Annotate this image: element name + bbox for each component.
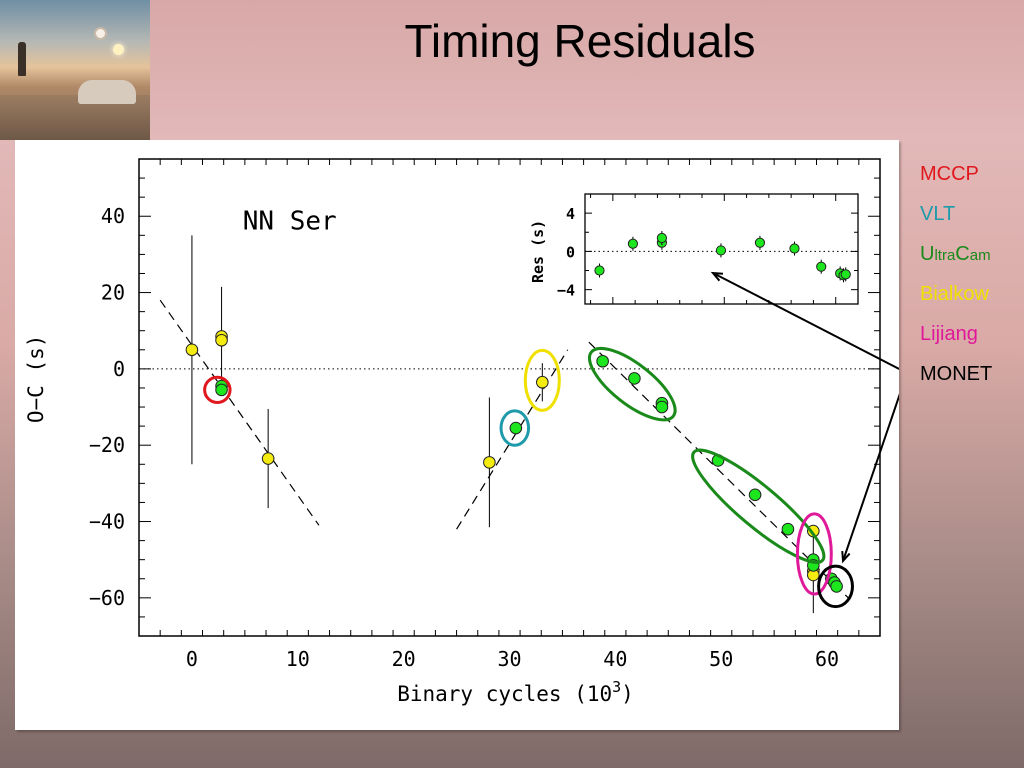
legend-item-monet: MONET: [920, 363, 993, 385]
y-tick-label: −40: [89, 510, 125, 534]
x-tick-label: 0: [186, 647, 198, 671]
person-figure-image: [18, 42, 26, 76]
slide-title: Timing Residuals: [404, 15, 756, 67]
data-point: [596, 354, 609, 368]
inset-y-tick-label: 0: [566, 243, 575, 261]
inset-data-point: [656, 232, 667, 244]
y-tick-label: −20: [89, 433, 125, 457]
inset-data-point: [627, 238, 639, 249]
inset-data-point: [594, 265, 605, 276]
legend-item-ultracam: UltraCam: [920, 240, 992, 280]
inset-data-point: [816, 261, 827, 272]
legend-ultracam-part: ltra: [934, 247, 956, 264]
data-point: [628, 372, 641, 385]
legend-item-vlt: VLT: [920, 203, 956, 225]
data-point: [830, 580, 843, 593]
y-tick-label: 20: [101, 281, 125, 305]
pointer-arrow: [842, 372, 908, 562]
legend-item-lijiang: Lijiang: [920, 323, 978, 345]
sun-image: [94, 27, 107, 40]
highlight-ellipse: [817, 564, 854, 609]
inset-y-tick-label: −4: [557, 282, 575, 300]
fit-line: [588, 341, 849, 599]
data-point: [655, 400, 669, 414]
x-tick-label: 10: [286, 647, 310, 671]
x-tick-label: 50: [709, 647, 733, 671]
highlight-ellipse: [795, 512, 833, 596]
highlight-ellipse: [691, 448, 826, 564]
data-point: [748, 488, 762, 502]
data-point: [483, 456, 496, 469]
legend-ultracam-part: C: [955, 243, 970, 265]
inset-y-axis-label: Res (s): [529, 220, 547, 283]
y-tick-label: 40: [101, 204, 125, 228]
inset-data-point: [754, 237, 766, 248]
inset-data-point: [840, 269, 851, 280]
y-axis-label: O−C (s): [24, 335, 48, 424]
plot-frame: [138, 158, 881, 637]
arrow-head: [841, 550, 851, 564]
data-point: [781, 522, 795, 536]
data-point: [509, 421, 523, 435]
x-tick-label: 40: [603, 647, 627, 671]
dome-building-image: [78, 80, 136, 104]
legend-ultracam-part: am: [969, 247, 991, 264]
arrow-head: [710, 271, 724, 282]
x-axis-label: Binary cycles (103): [397, 678, 634, 706]
inset-y-tick-label: 4: [566, 205, 575, 223]
photo-thumbnail: [0, 0, 150, 140]
fit-line: [456, 349, 569, 530]
y-tick-label: −60: [89, 586, 125, 610]
sun-image: [113, 44, 124, 55]
legend-item-bialkow: Bialkow: [920, 283, 989, 305]
x-tick-label: 60: [815, 647, 839, 671]
data-point: [215, 333, 228, 347]
x-tick-label: 20: [392, 647, 416, 671]
inset-data-point: [715, 245, 727, 256]
observatory-legend: MCCP VLT UltraCam Bialkow Lijiang MONET: [920, 160, 992, 400]
fit-line: [159, 299, 320, 526]
legend-ultracam-part: U: [920, 243, 935, 265]
x-tick-label: 30: [497, 647, 521, 671]
highlight-ellipse: [588, 346, 677, 422]
legend-item-mccp: MCCP: [920, 163, 979, 185]
y-tick-label: 0: [113, 357, 125, 381]
data-point: [261, 452, 275, 465]
data-point: [215, 383, 228, 397]
highlight-ellipse: [203, 375, 232, 404]
data-point: [536, 375, 549, 389]
plot-panel: 0 10 20 30 40 50 60 40 20 0 −20 −40 −60 Binary cycles…: [15, 140, 908, 730]
plot-annotation: NN Ser: [243, 207, 337, 237]
data-point: [185, 343, 199, 357]
highlight-ellipse: [523, 348, 561, 412]
highlight-ellipse: [499, 409, 531, 447]
pointer-arrow: [712, 272, 908, 374]
inset-data-point: [789, 243, 800, 254]
